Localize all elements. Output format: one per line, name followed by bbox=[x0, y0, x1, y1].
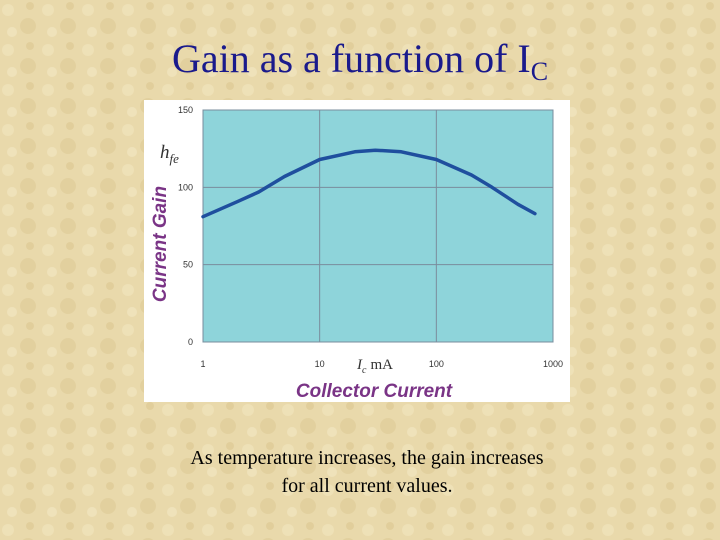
x-tick-label: 100 bbox=[429, 359, 444, 369]
x-tick-label: 1000 bbox=[543, 359, 563, 369]
x-tick-label: 1 bbox=[200, 359, 205, 369]
y-tick-label: 100 bbox=[178, 182, 193, 192]
caption-line: As temperature increases, the gain incre… bbox=[190, 447, 543, 469]
y-tick-label: 0 bbox=[188, 337, 193, 347]
y-symbol-main: h bbox=[160, 142, 170, 163]
x-symbol: Ic mA bbox=[356, 357, 393, 376]
x-symbol-sub: c bbox=[362, 365, 367, 376]
chart: 0 50 100 150 1 10 100 1000 hfe Current Gain Ic mA Co… bbox=[150, 105, 563, 402]
caption-line: for all current values. bbox=[281, 475, 452, 497]
y-symbol-sub: fe bbox=[170, 151, 180, 166]
y-symbol: hfe bbox=[160, 142, 179, 166]
x-tick-label: 10 bbox=[315, 359, 325, 369]
y-title: Current Gain bbox=[150, 186, 171, 302]
y-tick-label: 50 bbox=[183, 260, 193, 270]
x-symbol-main: I bbox=[356, 357, 363, 373]
title-main: Gain as a function of I bbox=[172, 36, 531, 81]
x-symbol-unit: mA bbox=[370, 357, 393, 373]
plot-area bbox=[202, 109, 554, 343]
data-line bbox=[201, 148, 537, 219]
title-subscript: C bbox=[531, 57, 548, 86]
y-tick-label: 150 bbox=[178, 105, 193, 115]
x-title: Collector Current bbox=[296, 381, 453, 402]
slide-title: Gain as a function of IC bbox=[172, 36, 548, 86]
